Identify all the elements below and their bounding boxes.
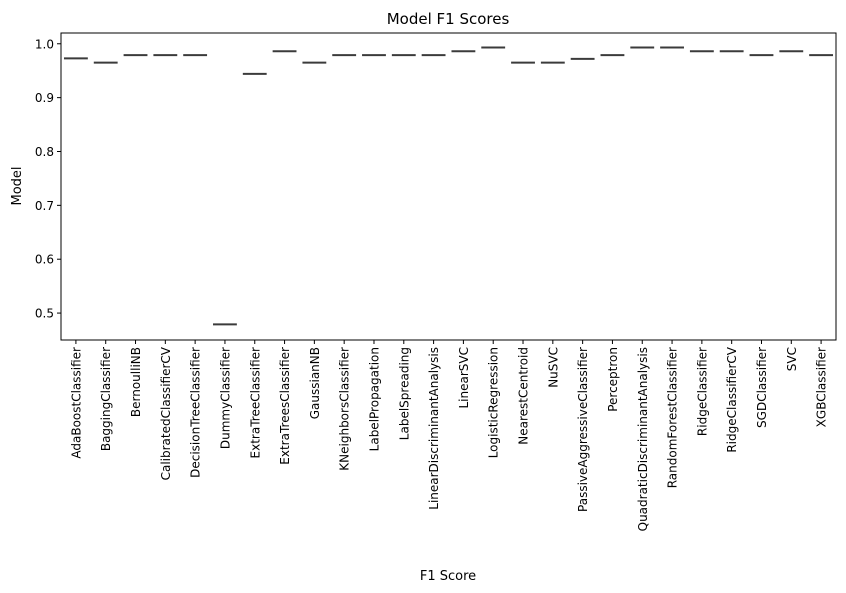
x-tick-label: BaggingClassifier (99, 347, 113, 451)
chart-title: Model F1 Scores (387, 10, 510, 28)
y-axis: 0.5 0.6 0.7 0.8 0.9 1.0 (35, 37, 61, 321)
y-tick-label: 0.9 (35, 91, 54, 105)
y-tick-label: 0.7 (35, 199, 54, 213)
y-tick-label: 0.6 (35, 253, 54, 267)
x-tick-label: NearestCentroid (517, 347, 531, 445)
y-tick-label: 0.5 (35, 307, 54, 321)
x-tick-label: ExtraTreeClassifier (248, 347, 262, 459)
x-tick-label: LabelPropagation (367, 347, 381, 451)
x-tick-label: XGBClassifier (815, 347, 829, 427)
x-tick-label: DummyClassifier (218, 347, 232, 449)
x-tick-label: RidgeClassifier (695, 347, 709, 436)
x-tick-label: LinearDiscriminantAnalysis (427, 347, 441, 510)
x-tick-label: SGDClassifier (755, 347, 769, 428)
x-tick-label: ExtraTreesClassifier (278, 347, 292, 465)
x-tick-label: LabelSpreading (397, 347, 411, 440)
x-axis-label: F1 Score (420, 569, 476, 584)
x-tick-label: SVC (785, 347, 799, 371)
y-tick-label: 0.8 (35, 145, 54, 159)
x-tick-label: RidgeClassifierCV (725, 346, 739, 452)
y-axis-label: Model (10, 166, 25, 205)
y-tick-label: 1.0 (35, 37, 54, 51)
x-tick-label: LinearSVC (457, 347, 471, 409)
x-tick-label: LogisticRegression (487, 347, 501, 458)
x-axis: AdaBoostClassifier BaggingClassifier Berno… (69, 340, 829, 531)
x-tick-label: CalibratedClassifierCV (159, 346, 173, 480)
x-tick-label: Perceptron (606, 347, 620, 412)
x-tick-label: PassiveAggressiveClassifier (576, 347, 590, 512)
x-tick-label: DecisionTreeClassifier (189, 347, 203, 478)
x-tick-label: AdaBoostClassifier (69, 347, 83, 459)
x-tick-label: QuadraticDiscriminantAnalysis (636, 347, 650, 531)
x-tick-label: KNeighborsClassifier (338, 347, 352, 471)
plot-marks (63, 46, 834, 326)
x-tick-label: BernoulliNB (129, 347, 143, 417)
x-tick-label: RandomForestClassifier (666, 347, 680, 488)
plot-frame (60, 32, 837, 341)
x-tick-label: GaussianNB (308, 347, 322, 419)
x-tick-label: NuSVC (546, 347, 560, 388)
